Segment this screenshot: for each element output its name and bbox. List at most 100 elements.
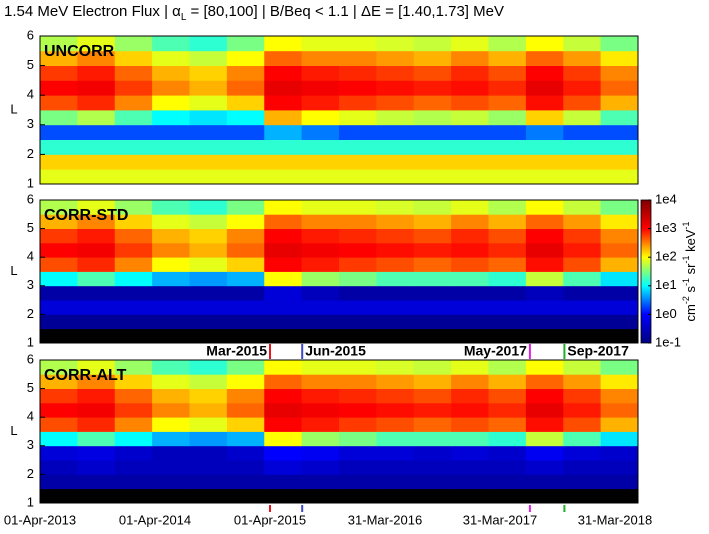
y-tick-label: 1 bbox=[27, 175, 34, 190]
heat-cell bbox=[413, 200, 452, 215]
heat-cell bbox=[339, 431, 377, 447]
heat-cell bbox=[488, 80, 527, 96]
heat-cell bbox=[413, 314, 452, 330]
heat-cell bbox=[189, 374, 228, 389]
heat-cell bbox=[189, 417, 228, 432]
heat-cell bbox=[114, 488, 153, 504]
heat-cell bbox=[226, 328, 265, 344]
heat-cell bbox=[264, 431, 303, 447]
heat-cell bbox=[40, 417, 78, 432]
heat-cell bbox=[339, 110, 377, 126]
heat-cell bbox=[563, 154, 602, 170]
heat-cell bbox=[114, 50, 153, 66]
heat-cell bbox=[525, 285, 564, 301]
heat-cell bbox=[264, 460, 303, 475]
heat-cell bbox=[301, 374, 340, 389]
heat-cell bbox=[376, 50, 415, 66]
heat-cell bbox=[40, 488, 78, 504]
heat-cell bbox=[563, 257, 602, 272]
heat-cell bbox=[488, 271, 527, 287]
heat-cell bbox=[264, 374, 303, 389]
heat-cell bbox=[600, 139, 639, 155]
heat-cell bbox=[77, 360, 116, 375]
y-axis-label: L bbox=[10, 101, 17, 116]
heat-cell bbox=[600, 95, 639, 111]
heat-cell bbox=[264, 65, 303, 81]
y-tick-label: 1 bbox=[27, 494, 34, 509]
heat-cell bbox=[488, 460, 527, 475]
heat-cell bbox=[563, 228, 602, 244]
heat-cell bbox=[226, 36, 265, 52]
heat-cell bbox=[152, 154, 190, 170]
heat-cell bbox=[488, 445, 527, 461]
heat-cell bbox=[114, 271, 153, 287]
heat-cell bbox=[226, 139, 265, 155]
heat-cell bbox=[451, 374, 489, 389]
heat-cell bbox=[301, 388, 340, 404]
heat-cell bbox=[264, 80, 303, 96]
heat-cell bbox=[600, 271, 639, 287]
heat-cell bbox=[40, 257, 78, 272]
heat-cell bbox=[451, 285, 489, 301]
heat-cell bbox=[563, 474, 602, 490]
heat-cell bbox=[301, 328, 340, 344]
heat-cell bbox=[339, 228, 377, 244]
plot-frame bbox=[39, 35, 639, 185]
heat-cell bbox=[77, 374, 116, 389]
heat-cell bbox=[77, 242, 116, 258]
heat-cell bbox=[525, 488, 564, 504]
heat-cell bbox=[77, 214, 116, 229]
heat-cell bbox=[413, 124, 452, 140]
heat-cell bbox=[600, 110, 639, 126]
heat-cell bbox=[376, 271, 415, 287]
heat-cell bbox=[600, 431, 639, 447]
heat-cell bbox=[600, 445, 639, 461]
colorbar-tick-label: 1e4 bbox=[655, 191, 677, 206]
heat-cell bbox=[600, 300, 639, 315]
heat-cell bbox=[114, 431, 153, 447]
heat-cell bbox=[152, 228, 190, 244]
heat-cell bbox=[376, 445, 415, 461]
heat-cell bbox=[376, 36, 415, 52]
heat-cell bbox=[114, 124, 153, 140]
heat-cell bbox=[152, 431, 190, 447]
heat-cell bbox=[77, 402, 116, 418]
heat-cell bbox=[339, 445, 377, 461]
heat-cell bbox=[600, 488, 639, 504]
heat-cell bbox=[264, 417, 303, 432]
heat-cell bbox=[114, 328, 153, 344]
heat-cell bbox=[488, 488, 527, 504]
heat-cell bbox=[413, 328, 452, 344]
heat-cell bbox=[488, 50, 527, 66]
heat-cell bbox=[40, 124, 78, 140]
heat-cell bbox=[226, 80, 265, 96]
heat-cell bbox=[189, 50, 228, 66]
heat-cell bbox=[451, 402, 489, 418]
heat-cell bbox=[563, 388, 602, 404]
heat-cell bbox=[264, 300, 303, 315]
heat-cell bbox=[77, 300, 116, 315]
heat-cell bbox=[451, 445, 489, 461]
heat-cell bbox=[525, 445, 564, 461]
heat-cell bbox=[301, 36, 340, 52]
heat-cell bbox=[77, 445, 116, 461]
heat-cell bbox=[226, 474, 265, 490]
heat-cell bbox=[376, 417, 415, 432]
heat-cell bbox=[600, 214, 639, 229]
heat-cell bbox=[376, 80, 415, 96]
heat-cell bbox=[376, 169, 415, 185]
heat-cell bbox=[77, 257, 116, 272]
heat-cell bbox=[376, 314, 415, 330]
colorbar-tick-label: 1e2 bbox=[655, 249, 677, 264]
heat-cell bbox=[189, 300, 228, 315]
heat-cell bbox=[114, 445, 153, 461]
x-tick-label: 01-Apr-2014 bbox=[119, 512, 191, 527]
heat-cell bbox=[413, 271, 452, 287]
heat-cell bbox=[339, 460, 377, 475]
label-superscript: -1 bbox=[681, 278, 691, 286]
heat-cell bbox=[600, 124, 639, 140]
heat-cell bbox=[488, 374, 527, 389]
heat-cell bbox=[413, 80, 452, 96]
heat-cell bbox=[600, 65, 639, 81]
heat-cell bbox=[600, 417, 639, 432]
